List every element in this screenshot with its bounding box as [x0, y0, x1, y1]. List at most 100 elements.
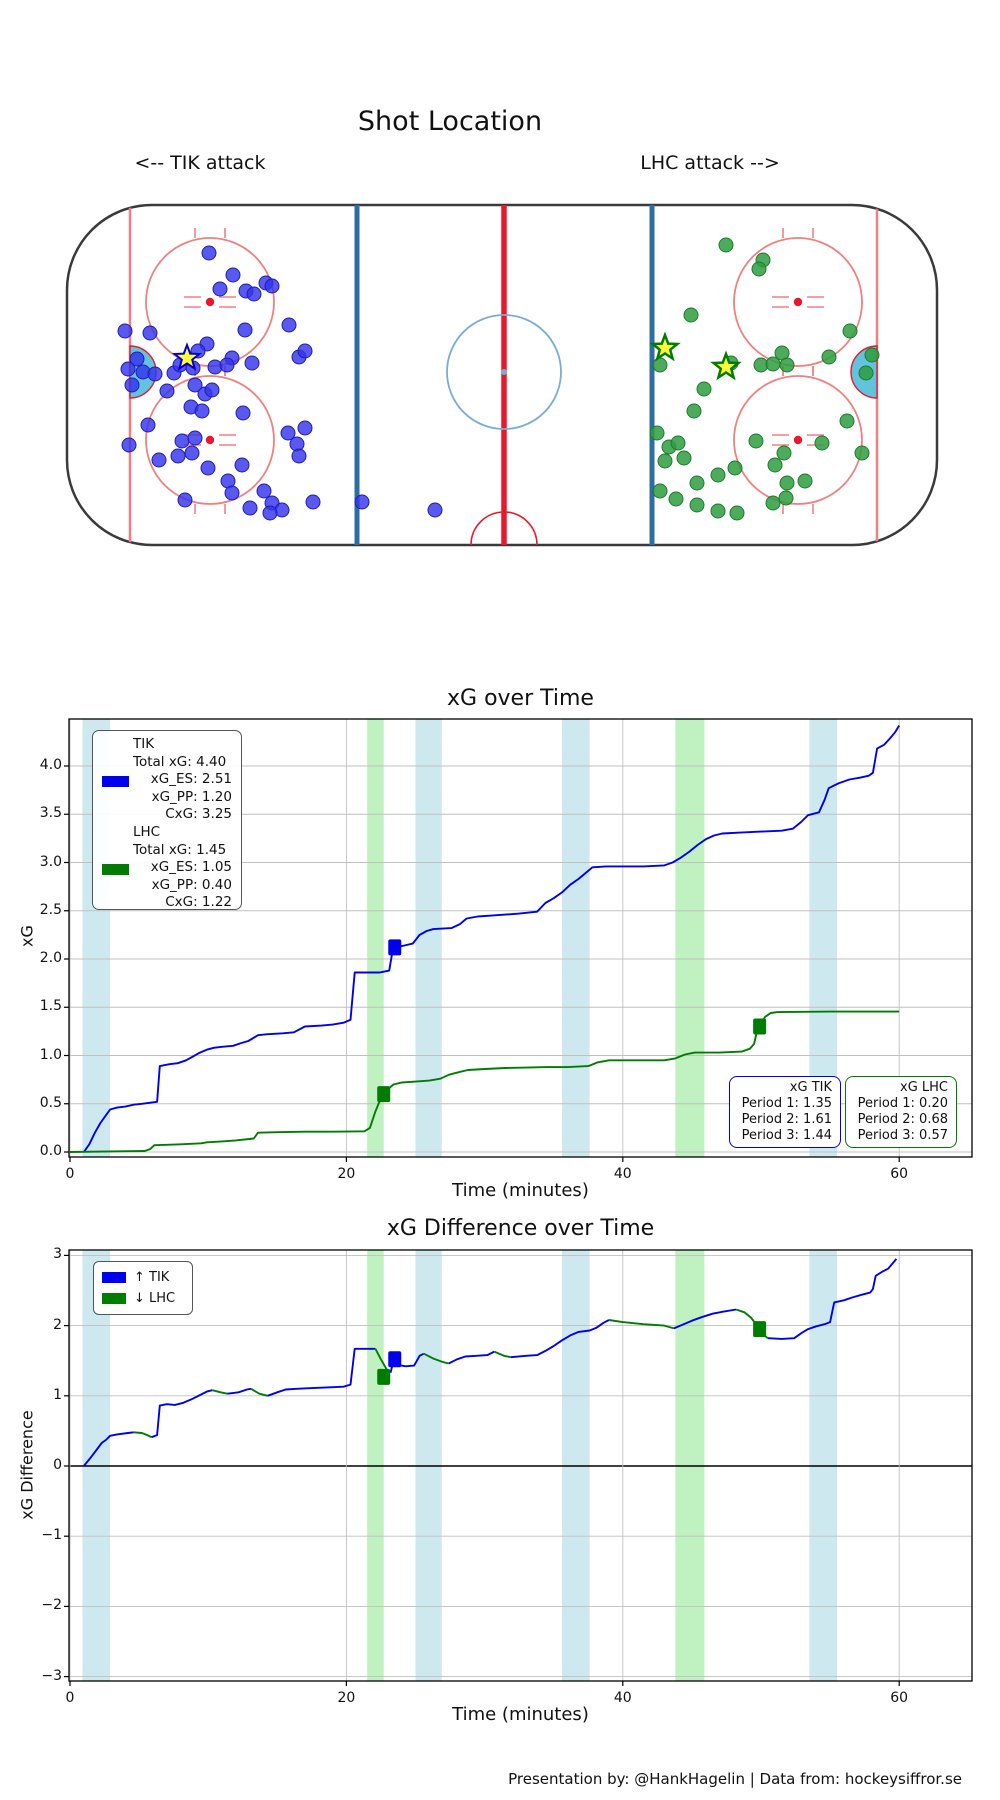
tik-shot-dot [242, 500, 258, 516]
center-ice-dot [501, 369, 507, 375]
legend-lhc-name: LHC [133, 823, 161, 840]
tik-shot-dot [147, 366, 163, 382]
legend-lhc-pp: xG_PP: 0.40 [151, 876, 232, 893]
lhc-shot-dot [686, 403, 702, 419]
lhc-shot-dot [778, 490, 794, 506]
tik-color-patch [102, 776, 129, 787]
tik-shot-dot [297, 343, 313, 359]
legend-lhc-es: xG_ES: 1.05 [150, 859, 232, 876]
xg-diff-segment-tik [227, 1387, 252, 1395]
chart1-y-tick-label: 1.5 [39, 998, 62, 1015]
xg-diff-segment-lhc [493, 1350, 512, 1359]
legend2-lhc-row: ↓ LHC [102, 1288, 184, 1309]
lhc-shot-dot [864, 347, 880, 363]
tik-shot-dot [212, 281, 228, 297]
tik-xg-line [83, 725, 901, 1153]
lhc-powerplay-band [367, 719, 384, 1157]
chart2-x-tick-label: 20 [337, 1690, 356, 1706]
chart2-x-tick-label: 40 [613, 1690, 632, 1706]
credit-footer: Presentation by: @HankHagelin | Data fro… [508, 1770, 962, 1788]
tik-shot-dot [142, 325, 158, 341]
tik-period-xg-box: xG TIK Period 1: 1.35 Period 2: 1.61 Per… [729, 1076, 841, 1148]
faceoff-dot [205, 435, 215, 445]
tik-shot-dot [297, 420, 313, 436]
lhc-shot-dot [652, 357, 668, 373]
faceoff-circle [733, 375, 863, 505]
lhc-shot-dot [779, 357, 795, 373]
chart1-title: xG over Time [447, 686, 594, 711]
legend-tik-es: xG_ES: 2.51 [150, 771, 232, 788]
tik-shot-dot [184, 445, 200, 461]
tik-period-box-title: xG TIK [789, 1080, 832, 1095]
tik-shot-dot [264, 278, 280, 294]
tik-shot-dot [201, 245, 217, 261]
tik-goal-marker [388, 1351, 402, 1368]
lhc-powerplay-band [675, 719, 705, 1157]
tik-shot-dot [170, 448, 186, 464]
tik-shot-dot [262, 505, 278, 521]
faceoff-circle [733, 237, 863, 367]
lhc-shot-dot [696, 381, 712, 397]
lhc-shot-dot [858, 365, 874, 381]
lhc-shot-dot [689, 497, 705, 513]
lhc-shot-dot [729, 505, 745, 521]
tik-shot-dot [129, 351, 145, 367]
chart1-y-tick-label: 3.5 [39, 805, 62, 822]
lhc-goal-marker [753, 1018, 767, 1035]
lhc-shot-dot [751, 261, 767, 277]
tik-shot-dot [120, 361, 136, 377]
chart2-x-tick-label: 0 [65, 1690, 75, 1706]
legend-tik-pp: xG_PP: 1.20 [151, 788, 232, 805]
lhc-goal-marker [753, 1321, 767, 1338]
lhc-shot-dot [710, 467, 726, 483]
tik-shot-dot [244, 355, 260, 371]
chart1-y-tick-label: 0.0 [39, 1143, 62, 1159]
lhc-shot-dot [765, 356, 781, 372]
legend2-tik-label: ↑ TIK [134, 1270, 170, 1285]
chart1-xaxis-label: Time (minutes) [452, 1180, 589, 1201]
chart1-y-tick-label: 2.5 [39, 901, 62, 918]
xg-diff-segment-lhc [212, 1389, 228, 1395]
lhc-goal-marker [377, 1086, 391, 1103]
rink-diagram [65, 203, 939, 547]
tik-goal-marker [388, 939, 402, 956]
tik-shot-dot [174, 433, 190, 449]
lhc-shot-dot [689, 475, 705, 491]
chart2-title: xG Difference over Time [386, 1216, 655, 1241]
chart1-x-tick-label: 0 [65, 1166, 75, 1182]
tik-shot-dot [237, 322, 253, 338]
lhc-period-box-title: xG LHC [900, 1080, 948, 1095]
lhc-period1: Period 1: 0.20 [857, 1096, 948, 1111]
tik-shot-dot [234, 457, 250, 473]
lhc-attack-label: LHC attack --> [640, 152, 780, 174]
lhc-period2: Period 2: 0.68 [857, 1112, 948, 1127]
tik-shot-dot [235, 405, 251, 421]
tik-attack-label: <-- TIK attack [134, 152, 266, 174]
lhc-period-xg-box: xG LHC Period 1: 0.20 Period 2: 0.68 Per… [845, 1076, 957, 1148]
tik-shot-dot [200, 460, 216, 476]
tik-period2: Period 2: 1.61 [741, 1112, 832, 1127]
chart2-y-tick-label: −2 [41, 1597, 62, 1614]
lhc-shot-dot [779, 475, 795, 491]
legend2-tik-row: ↑ TIK [102, 1267, 184, 1288]
lhc-shot-dot [842, 323, 858, 339]
referee-crease-arc [470, 511, 538, 545]
chart1-legend: TIK Total xG: 4.40 xG_ES: 2.51 xG_PP: 1.… [92, 730, 242, 910]
chart1-y-tick-label: 0.5 [39, 1094, 62, 1111]
tik-shot-dot [121, 437, 137, 453]
faceoff-dot [793, 297, 803, 307]
lhc-period3: Period 3: 0.57 [857, 1128, 948, 1143]
chart2-y-tick-label: 2 [53, 1316, 62, 1333]
tik-shot-dot [124, 377, 140, 393]
xg-diff-segment-tik [151, 1389, 213, 1439]
chart2-y-tick-label: −3 [41, 1667, 62, 1684]
chart2-y-tick-label: 0 [53, 1457, 62, 1473]
tik-shot-dot [256, 483, 272, 499]
lhc-shot-dot [767, 457, 783, 473]
xg-diff-segment-tik [510, 1319, 610, 1359]
tik-goal-star [171, 342, 203, 371]
lhc-shot-dot [748, 433, 764, 449]
tik-color-patch [102, 1272, 126, 1283]
legend-lhc-total: Total xG: 1.45 [133, 841, 227, 858]
tik-powerplay-band [561, 719, 590, 1157]
